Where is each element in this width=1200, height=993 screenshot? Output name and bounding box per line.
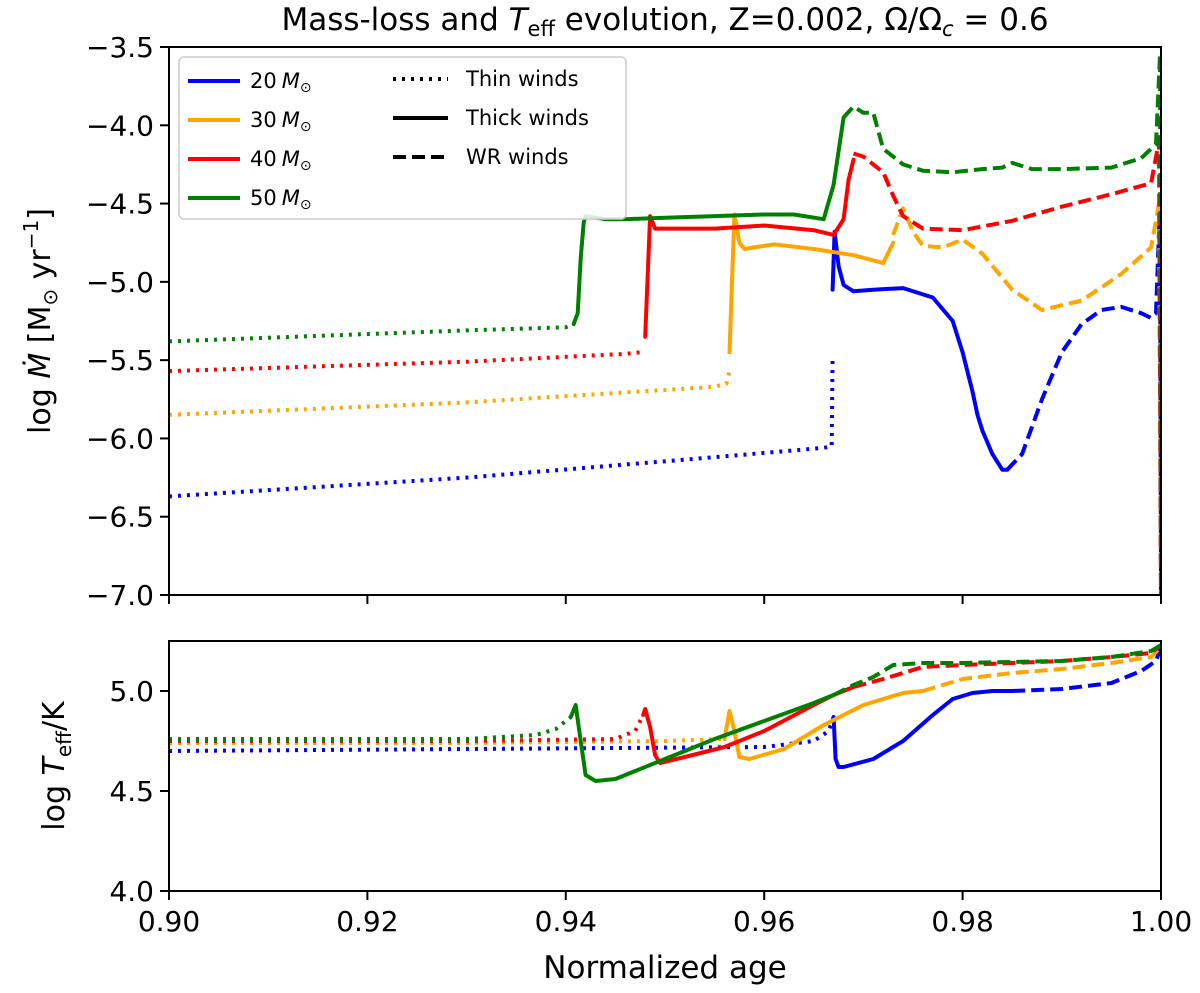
bottom-ytick-label: 4.5 (109, 775, 154, 808)
legend: 20 M⊙ 30 M⊙ 40 M⊙ 50 M⊙ Thin winds Thick win… (178, 56, 627, 220)
bottom-series-40-dashed-2 (852, 643, 1161, 689)
bottom-series-20-dashed-2 (1012, 646, 1161, 693)
top-ytick-label: −5.5 (86, 344, 154, 377)
bottom-series-50-dashed-2 (832, 643, 1161, 697)
bottom-ytick-label: 4.0 (109, 875, 154, 908)
top-series-30-dashed-2 (891, 201, 1161, 595)
bottom-axes-frame (168, 640, 1162, 892)
legend-label-20: 20 M⊙ (250, 69, 312, 96)
top-series-30-dotted-0 (169, 370, 732, 417)
bottom-series-30-dashed-2 (922, 645, 1161, 693)
legend-label-50: 50 M⊙ (250, 186, 312, 213)
top-series-40-dashed-2 (852, 138, 1161, 595)
legend-box (178, 56, 627, 220)
legend-entry-thin: Thin winds (393, 67, 579, 91)
top-ytick-label: −4.0 (86, 109, 154, 142)
bottom-series-20-solid-1 (831, 689, 1015, 769)
top-ytick-label: −6.0 (86, 422, 154, 455)
bottom-series-30-dotted-0 (169, 737, 725, 745)
bottom-xtick-label: 0.92 (336, 905, 398, 938)
top-axes-frame (168, 46, 1162, 596)
legend-entry-50: 50 M⊙ (188, 186, 312, 213)
bottom-series-50-solid-1 (568, 693, 836, 783)
legend-label-40: 40 M⊙ (250, 147, 312, 174)
top-ytick-label: −5.0 (86, 266, 154, 299)
top-ytick-label: −6.5 (86, 501, 154, 534)
top-series-40-dotted-0 (169, 350, 641, 374)
top-ylabel: log Ṁ [M⊙ yr−1] (19, 208, 62, 434)
bottom-ylabel: log Teff/K (37, 700, 76, 831)
legend-entry-40: 40 M⊙ (188, 147, 312, 174)
mass-loss-panel: −7.0 −6.5 −6.0 −5.5 −5.0 −4.5 −4.0 −3.5 log Ṁ [… (19, 31, 1162, 612)
bottom-series-30-solid-1 (722, 689, 925, 761)
top-series-20-solid-1 (830, 229, 1010, 472)
top-series-50-solid-1 (571, 115, 846, 327)
legend-label-wr: WR winds (466, 145, 569, 169)
bottom-xtick-label: 1.00 (1130, 905, 1192, 938)
bottom-series-50-dotted-0 (169, 715, 573, 741)
teff-panel: 4.0 4.5 5.0 0.90 0.92 0.94 0.96 0.98 1.00 log Te… (37, 640, 1192, 938)
top-ytick-label: −3.5 (86, 31, 154, 64)
bottom-ytick-label: 5.0 (109, 675, 154, 708)
bottom-xtick-label: 0.90 (138, 905, 200, 938)
top-ytick-label: −4.5 (86, 188, 154, 221)
legend-entry-wr: WR winds (393, 145, 569, 169)
legend-label-thin: Thin winds (465, 67, 579, 91)
legend-entry-thick: Thick winds (393, 106, 589, 130)
bottom-xtick-label: 0.96 (733, 905, 795, 938)
top-series-50-dotted-0 (169, 322, 575, 344)
legend-entry-20: 20 M⊙ (188, 69, 312, 96)
x-axis-label: Normalized age (543, 950, 786, 986)
legend-label-thick: Thick winds (465, 106, 589, 130)
top-ytick-label: −7.0 (86, 579, 154, 612)
legend-entry-30: 30 M⊙ (188, 108, 312, 135)
top-series-50-dashed-2 (842, 52, 1161, 595)
top-series-20-dashed-2 (1005, 201, 1161, 595)
bottom-xtick-label: 0.98 (931, 905, 993, 938)
top-series-40-solid-1 (643, 157, 856, 339)
bottom-series-40-dotted-0 (169, 714, 645, 743)
top-series-30-solid-1 (727, 212, 896, 355)
top-series-20-dotted-0 (169, 355, 835, 499)
bottom-xtick-label: 0.94 (535, 905, 597, 938)
legend-label-30: 30 M⊙ (250, 108, 312, 135)
chart-title: Mass-loss and Teff evolution, Z=0.002, Ω… (281, 2, 1048, 41)
